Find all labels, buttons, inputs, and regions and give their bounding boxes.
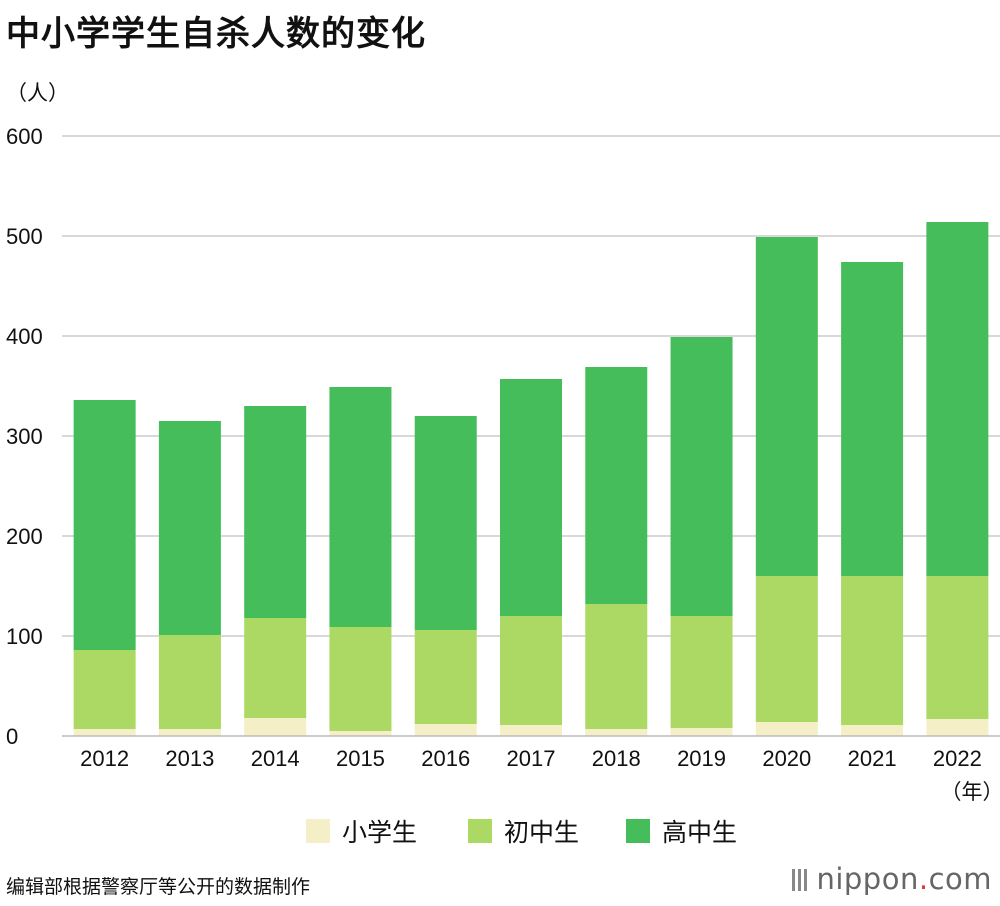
bar-segment [841,576,904,725]
bar-segment [670,616,733,728]
bar-segment [670,728,733,736]
bar-segment [755,722,818,736]
logo-bars-icon [792,864,810,898]
bar-segment [244,406,307,618]
y-tick-label: 500 [6,224,43,249]
bar-segment [73,729,136,736]
bar-segment [841,725,904,736]
x-tick-label: 2018 [592,746,641,771]
bar-segment [926,719,989,736]
bar-segment [244,718,307,736]
bar-segment [158,635,221,729]
bar-segment [500,379,562,616]
bar-segment [73,650,136,729]
y-axis-label: （人） [6,82,69,105]
bar-segment [500,725,562,736]
legend-swatch [626,819,650,843]
x-tick-label: 2014 [251,746,300,771]
legend-label: 高中生 [662,819,737,847]
x-tick-label: 2020 [762,746,811,771]
x-tick-label: 2016 [421,746,470,771]
bar-segment [755,237,818,576]
bar-segment [73,400,136,650]
bar-segment [755,576,818,722]
x-tick-label: 2021 [848,746,897,771]
bar-segment [585,367,648,604]
bar-segment [158,729,221,736]
y-tick-label: 600 [6,124,43,149]
logo-suffix: com [928,862,992,896]
x-tick-label: 2017 [507,746,556,771]
nippon-logo: nippon.com [792,862,992,898]
x-tick-label: 2022 [933,746,982,771]
bar-segment [670,337,733,616]
x-tick-label: 2012 [80,746,129,771]
bar-segment [585,729,648,736]
x-axis-label: （年） [941,781,1000,804]
legend-swatch [306,819,330,843]
bar-segment [329,387,392,627]
bar-segment [244,618,307,718]
y-tick-label: 0 [6,724,18,749]
x-tick-label: 2013 [165,746,214,771]
x-tick-label: 2019 [677,746,726,771]
logo-dot: . [918,862,929,896]
logo-text: nippon [816,862,919,896]
bar-segment [926,576,989,719]
bar-segment [329,731,392,736]
bar-segment [414,630,477,724]
bar-segment [414,724,477,736]
y-tick-label: 300 [6,424,43,449]
bar-segment [585,604,648,729]
bar-segment [158,421,221,635]
legend-label: 初中生 [504,819,579,847]
bar-segment [329,627,392,731]
bar-segment [414,416,477,630]
legend-label: 小学生 [342,819,417,847]
bar-segment [926,222,989,576]
y-tick-label: 100 [6,624,43,649]
legend-swatch [468,819,492,843]
y-tick-label: 200 [6,524,43,549]
x-tick-label: 2015 [336,746,385,771]
source-note: 编辑部根据警察厅等公开的数据制作 [6,876,311,898]
bar-segment [841,262,904,576]
chart-title: 中小学学生自杀人数的变化 [6,14,426,54]
bar-segment [500,616,562,725]
y-tick-label: 400 [6,324,43,349]
